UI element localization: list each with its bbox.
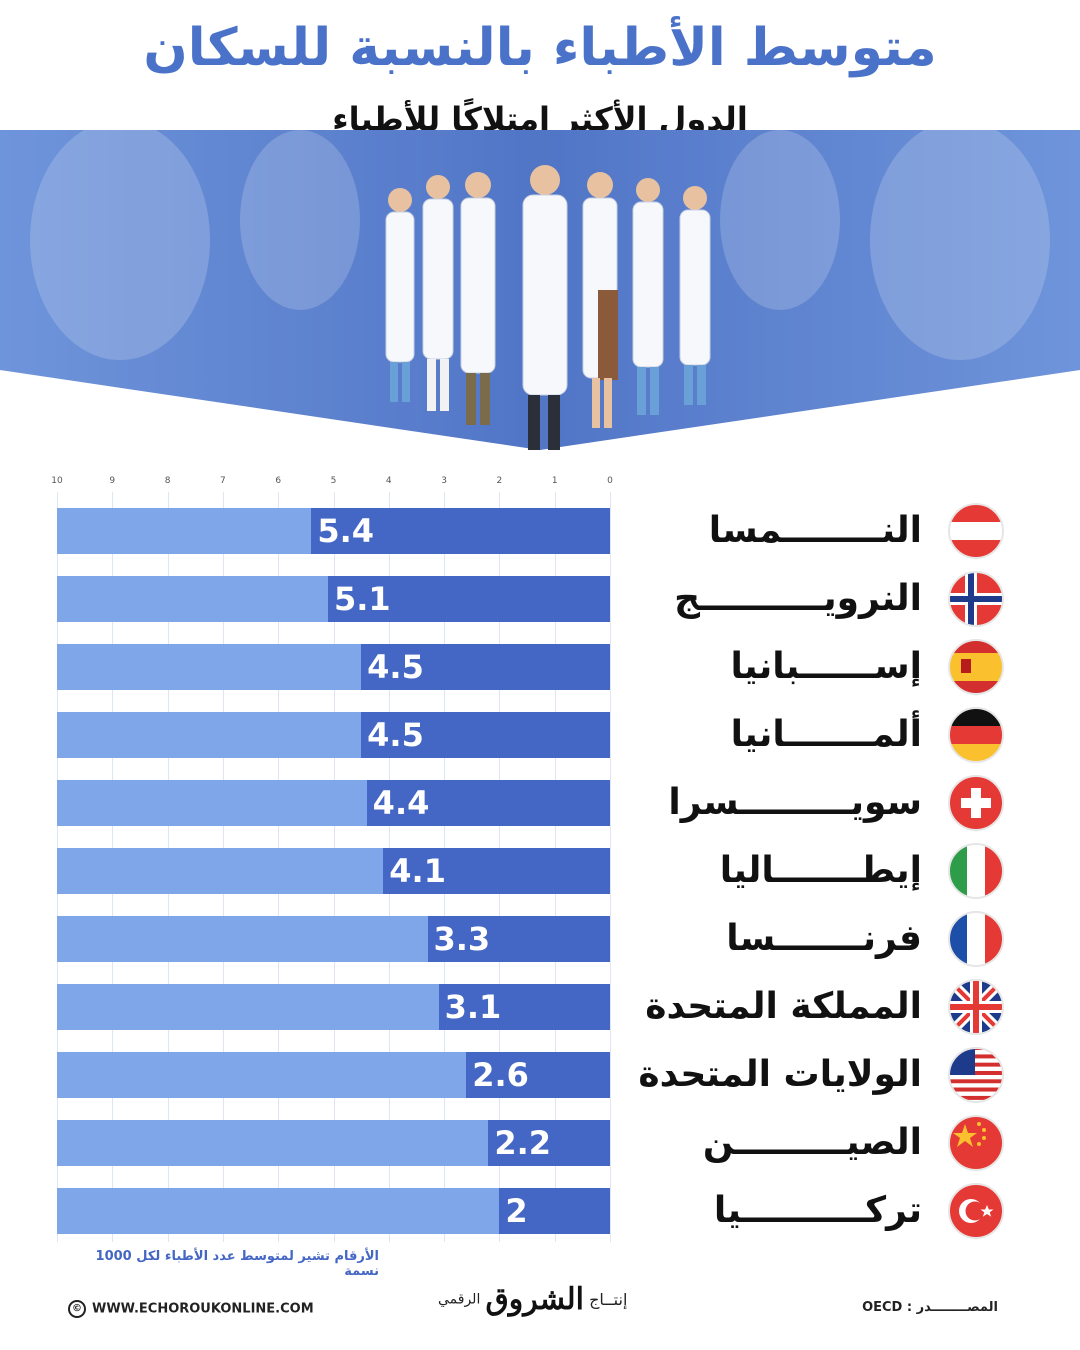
source-value: OECD bbox=[862, 1300, 903, 1315]
doctors-group bbox=[385, 165, 711, 450]
data-label: 3.3 bbox=[433, 920, 491, 958]
bar-row: 4.4 سويـــــــــسرا bbox=[0, 775, 1080, 831]
chart-note: الأرقام تشير لمتوسط عدد الأطباء لكل 1000… bbox=[95, 1249, 379, 1279]
data-label: 4.5 bbox=[367, 716, 424, 754]
norway-flag bbox=[948, 571, 1004, 627]
data-label: 5.1 bbox=[333, 580, 391, 618]
x-tick-label: 0 bbox=[607, 476, 613, 486]
x-tick-label: 8 bbox=[164, 476, 171, 486]
category-label: النــــــــمسا bbox=[708, 510, 922, 551]
bar bbox=[466, 1052, 610, 1098]
bar-row: 4.5 إســــــبانيا bbox=[0, 639, 1080, 695]
website-credit: © WWW.ECHOROUKONLINE.COM bbox=[68, 1300, 314, 1318]
website-link[interactable]: WWW.ECHOROUKONLINE.COM bbox=[92, 1301, 314, 1317]
x-tick-label: 4 bbox=[385, 476, 392, 486]
page-title: متوسط الأطباء بالنسبة للسكان bbox=[143, 18, 937, 78]
category-label: ألمـــــــانيا bbox=[730, 714, 922, 755]
data-label: 2.6 bbox=[472, 1056, 529, 1094]
bar bbox=[383, 848, 610, 894]
bar bbox=[438, 984, 610, 1030]
x-tick-label: 1 bbox=[551, 476, 558, 486]
usa-flag bbox=[948, 1047, 1004, 1103]
copyright-icon: © bbox=[68, 1300, 86, 1318]
bar bbox=[311, 508, 610, 554]
data-label: 4.1 bbox=[389, 852, 446, 890]
x-axis-scale: 10 9 8 7 6 5 4 3 2 1 0 bbox=[0, 476, 1080, 492]
italy-flag bbox=[948, 843, 1004, 899]
bar bbox=[427, 916, 610, 962]
echorouk-logo: الشروق bbox=[485, 1282, 584, 1317]
category-label: الصيـــــــــن bbox=[702, 1122, 922, 1163]
bar bbox=[327, 576, 610, 622]
france-flag bbox=[948, 911, 1004, 967]
china-flag bbox=[948, 1115, 1004, 1171]
bar-row: 3.1 المملكة المتحدة bbox=[0, 979, 1080, 1035]
x-tick-label: 6 bbox=[275, 476, 282, 486]
bar-row: 2 تركــــــــــيا bbox=[0, 1183, 1080, 1239]
x-tick-label: 2 bbox=[496, 476, 503, 486]
x-tick-label: 9 bbox=[109, 476, 116, 486]
bar-row: 2.2 الصيـــــــــن bbox=[0, 1115, 1080, 1171]
data-label: 2.2 bbox=[494, 1124, 552, 1162]
bar bbox=[499, 1188, 610, 1234]
category-label: المملكة المتحدة bbox=[645, 986, 922, 1027]
turkey-flag bbox=[948, 1183, 1004, 1239]
austria-flag bbox=[948, 503, 1004, 559]
grid-line bbox=[610, 492, 611, 1242]
category-label: إيطـــــــاليا bbox=[719, 850, 922, 891]
bar-row: 4.1 إيطـــــــاليا bbox=[0, 843, 1080, 899]
bar-row: 5.4 النــــــــمسا bbox=[0, 503, 1080, 559]
category-label: الولايات المتحدة bbox=[638, 1054, 922, 1095]
data-label: 3.1 bbox=[444, 988, 502, 1026]
uk-flag bbox=[948, 979, 1004, 1035]
production-prefix: إنتــاج bbox=[589, 1290, 628, 1309]
category-label: تركــــــــــيا bbox=[713, 1190, 922, 1231]
bar-row: 4.5 ألمـــــــانيا bbox=[0, 707, 1080, 763]
bar bbox=[361, 712, 610, 758]
x-tick-label: 10 bbox=[51, 476, 63, 486]
bar bbox=[366, 780, 610, 826]
germany-flag bbox=[948, 707, 1004, 763]
bar-row: 5.1 النرويــــــــــج bbox=[0, 571, 1080, 627]
footer: © WWW.ECHOROUKONLINE.COM إنتــاج الشروق ا… bbox=[0, 1282, 1080, 1332]
category-label: النرويــــــــــج bbox=[674, 578, 922, 619]
doctors-banner-image bbox=[0, 130, 1080, 450]
bar bbox=[361, 644, 610, 690]
category-label: فرنـــــــسا bbox=[726, 918, 922, 959]
x-tick-label: 5 bbox=[330, 476, 337, 486]
source-credit: المصــــــــدر : OECD bbox=[862, 1300, 998, 1315]
production-suffix: الرقمي bbox=[438, 1291, 481, 1308]
data-label: 4.5 bbox=[367, 648, 424, 686]
x-tick-label: 3 bbox=[441, 476, 447, 486]
production-credit: إنتــاج الشروق الرقمي bbox=[438, 1282, 627, 1332]
data-label: 5.4 bbox=[317, 512, 375, 550]
category-label: إســــــبانيا bbox=[730, 646, 922, 687]
category-label: سويـــــــــسرا bbox=[668, 782, 922, 823]
data-label: 2 bbox=[505, 1192, 528, 1230]
bar-row: 3.3 فرنـــــــسا bbox=[0, 911, 1080, 967]
spain-flag bbox=[948, 639, 1004, 695]
switzerland-flag bbox=[948, 775, 1004, 831]
x-tick-label: 7 bbox=[220, 476, 226, 486]
bar-row: 2.6 الولايات المتحدة bbox=[0, 1047, 1080, 1103]
bar bbox=[488, 1120, 610, 1166]
source-label: المصــــــــدر : bbox=[906, 1300, 998, 1315]
data-label: 4.4 bbox=[372, 784, 430, 822]
